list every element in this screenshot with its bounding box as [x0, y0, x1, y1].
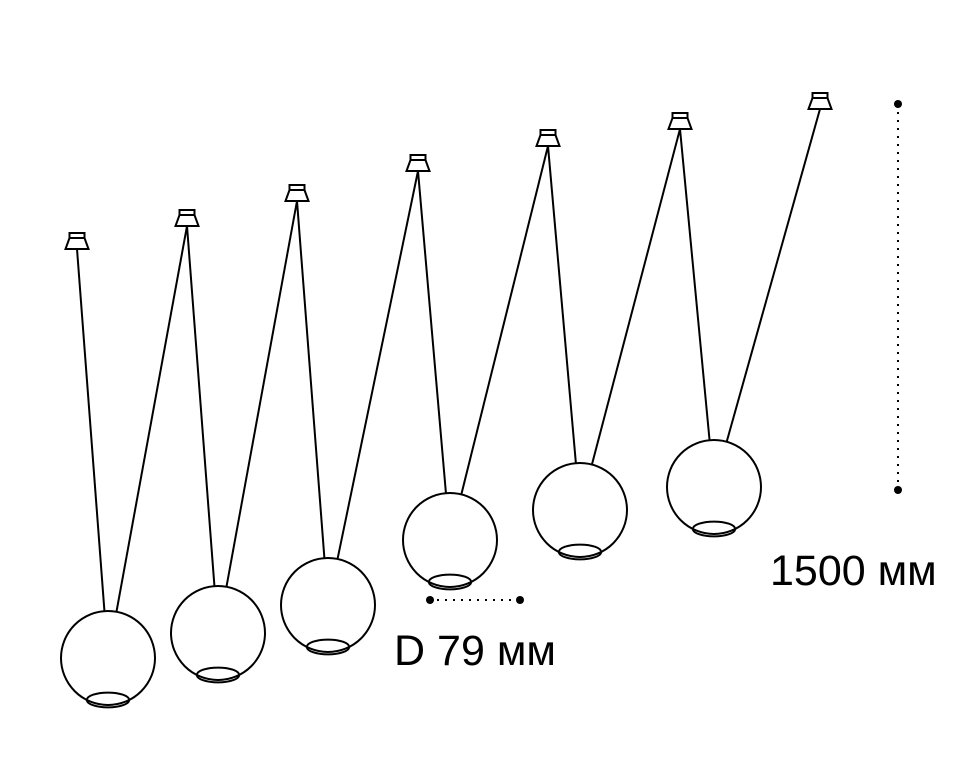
diameter-label: D 79 мм: [394, 627, 556, 675]
cord: [226, 201, 297, 587]
cord: [116, 226, 187, 612]
sphere-outline: [403, 493, 497, 587]
dim-dot: [426, 596, 434, 604]
cord: [187, 226, 214, 586]
sphere-outline: [281, 558, 375, 652]
sphere-outline: [667, 440, 761, 534]
dim-dot: [894, 100, 902, 108]
sphere-outline: [171, 586, 265, 680]
cord: [548, 146, 576, 463]
canopy-base: [809, 98, 832, 109]
height-label: 1500 мм: [770, 547, 937, 595]
canopy-base: [66, 238, 89, 249]
canopy-base: [286, 190, 309, 201]
cord: [592, 129, 680, 465]
canopy-base: [407, 160, 430, 171]
cord: [297, 201, 324, 558]
dimension-diagram: 1500 мм D 79 мм: [0, 0, 970, 782]
canopy-base: [176, 215, 199, 226]
dim-dot: [894, 486, 902, 494]
cord: [727, 109, 820, 442]
dim-dot: [516, 596, 524, 604]
canopy-base: [669, 118, 692, 129]
sphere-outline: [533, 463, 627, 557]
canopy-base: [537, 135, 560, 146]
cord: [461, 146, 548, 494]
cord: [418, 171, 446, 493]
sphere-outline: [61, 611, 155, 705]
cord: [77, 249, 104, 611]
cord: [680, 129, 710, 440]
cord: [338, 171, 418, 559]
